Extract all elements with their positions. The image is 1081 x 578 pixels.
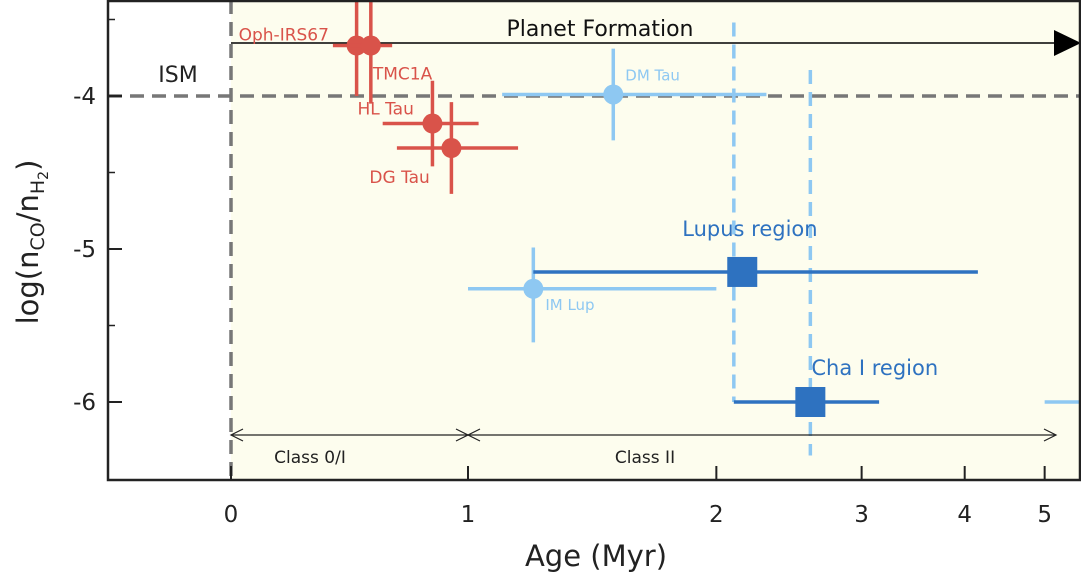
svg-text:log(nCO/nH2): log(nCO/nH2) (11, 160, 52, 325)
class-ii-label: Class II (615, 448, 675, 468)
y-tick-label--5: -5 (73, 237, 96, 263)
x-axis-title: Age (Myr) (525, 539, 667, 573)
dg-tau-marker (441, 138, 462, 159)
class-0-i-label: Class 0/I (274, 448, 346, 468)
cha-i-region-label: Cha I region (811, 356, 938, 380)
y-tick-label--4: -4 (73, 84, 96, 110)
axes-frame (106, 0, 1081, 482)
x-tick-label-1: 1 (461, 502, 476, 528)
dm-tau-marker (603, 84, 624, 105)
tmc1a-label: TMC1A (372, 65, 433, 85)
x-tick-label-5: 5 (1037, 502, 1052, 528)
cha-i-region-marker (795, 387, 826, 417)
hl-tau-label: HL Tau (357, 100, 413, 120)
class-ii-arrow-left-head (466, 428, 481, 442)
planet-formation-label: Planet Formation (507, 17, 694, 42)
im-lup-marker (523, 278, 544, 299)
y-tick-label--6: -6 (73, 390, 96, 416)
tmc1a-marker (360, 35, 381, 56)
dm-tau-label: DM Tau (625, 66, 680, 84)
lupus-region-marker (727, 256, 758, 287)
planet-formation-arrowhead (1054, 30, 1081, 56)
lupus-region-label: Lupus region (682, 217, 817, 241)
x-tick-label-2: 2 (709, 502, 724, 528)
x-tick-label-4: 4 (957, 502, 972, 528)
class-ii-arrow-right-head (1043, 428, 1058, 442)
shaded-region (231, 0, 1081, 480)
x-tick-label-0: 0 (224, 502, 239, 528)
x-tick-label-3: 3 (854, 502, 869, 528)
dg-tau-label: DG Tau (369, 168, 429, 188)
oph-irs67-label: Oph-IRS67 (239, 26, 329, 46)
ism-label: ISM (158, 63, 197, 88)
plot-area: ISM Planet Formation Class 0/I Class II Oph-… (73, 0, 1081, 528)
im-lup-label: IM Lup (545, 296, 594, 314)
hl-tau-marker (422, 113, 443, 134)
y-axis-title: log(nCO/nH2) (11, 160, 52, 325)
class-0-i-arrow-left-head (229, 428, 244, 442)
